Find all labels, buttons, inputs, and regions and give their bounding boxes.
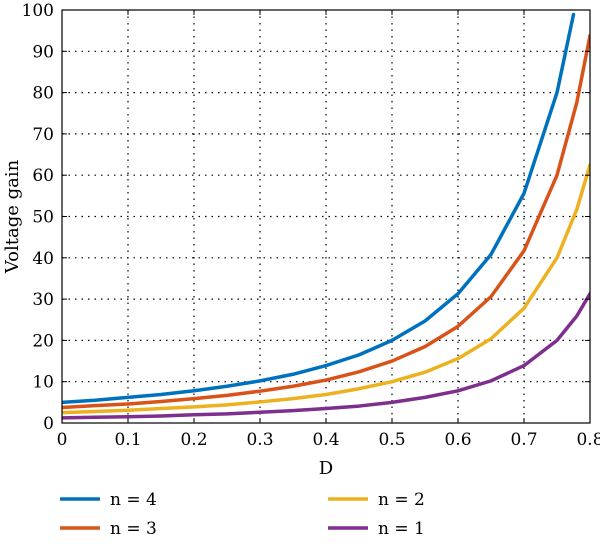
y-tick-label: 40 <box>32 249 54 269</box>
y-tick-label: 90 <box>32 42 54 62</box>
legend-entry-n-1: n = 1 <box>328 519 425 539</box>
axes: 0 0.1 0.2 0.3 0.4 0.5 0.6 0.7 0.8 0 10 20 30 40 50 60 70… <box>22 1 600 450</box>
y-tick-label: 0 <box>43 414 54 434</box>
x-tick-label: 0.4 <box>312 430 339 450</box>
legend-entry-n-4: n = 4 <box>60 490 157 510</box>
x-tick-label: 0.6 <box>444 430 471 450</box>
series-line-n-1 <box>62 291 590 420</box>
series-line-n-4 <box>62 12 576 405</box>
legend-label: n = 4 <box>110 490 157 510</box>
y-tick-label: 30 <box>32 290 54 310</box>
x-tick-label: 0.5 <box>378 430 405 450</box>
legend-label: n = 1 <box>378 519 425 539</box>
legend-entry-n-2: n = 2 <box>328 490 425 510</box>
legend: n = 4 n = 3 n = 2 n = 1 <box>60 490 425 539</box>
x-axis-label: D <box>319 458 333 479</box>
legend-label: n = 3 <box>110 519 157 539</box>
y-tick-label: 20 <box>32 331 54 351</box>
y-tick-label: 70 <box>32 125 54 145</box>
x-tick-label: 0.2 <box>180 430 207 450</box>
x-tick-label: 0.8 <box>576 430 600 450</box>
x-tick-label: 0.3 <box>246 430 273 450</box>
legend-entry-n-3: n = 3 <box>60 519 157 539</box>
series-lines <box>62 12 590 420</box>
series-line-n-3 <box>62 33 590 410</box>
y-tick-label: 10 <box>32 373 54 393</box>
legend-label: n = 2 <box>378 490 425 510</box>
series-line-n-2 <box>62 163 590 415</box>
y-axis-label: Voltage gain <box>2 159 23 274</box>
y-tick-label: 80 <box>32 84 54 104</box>
x-tick-label: 0 <box>57 430 68 450</box>
y-tick-label: 100 <box>22 1 54 21</box>
x-tick-label: 0.7 <box>510 430 537 450</box>
y-tick-label: 50 <box>32 208 54 228</box>
x-tick-label: 0.1 <box>114 430 141 450</box>
y-tick-label: 60 <box>32 166 54 186</box>
